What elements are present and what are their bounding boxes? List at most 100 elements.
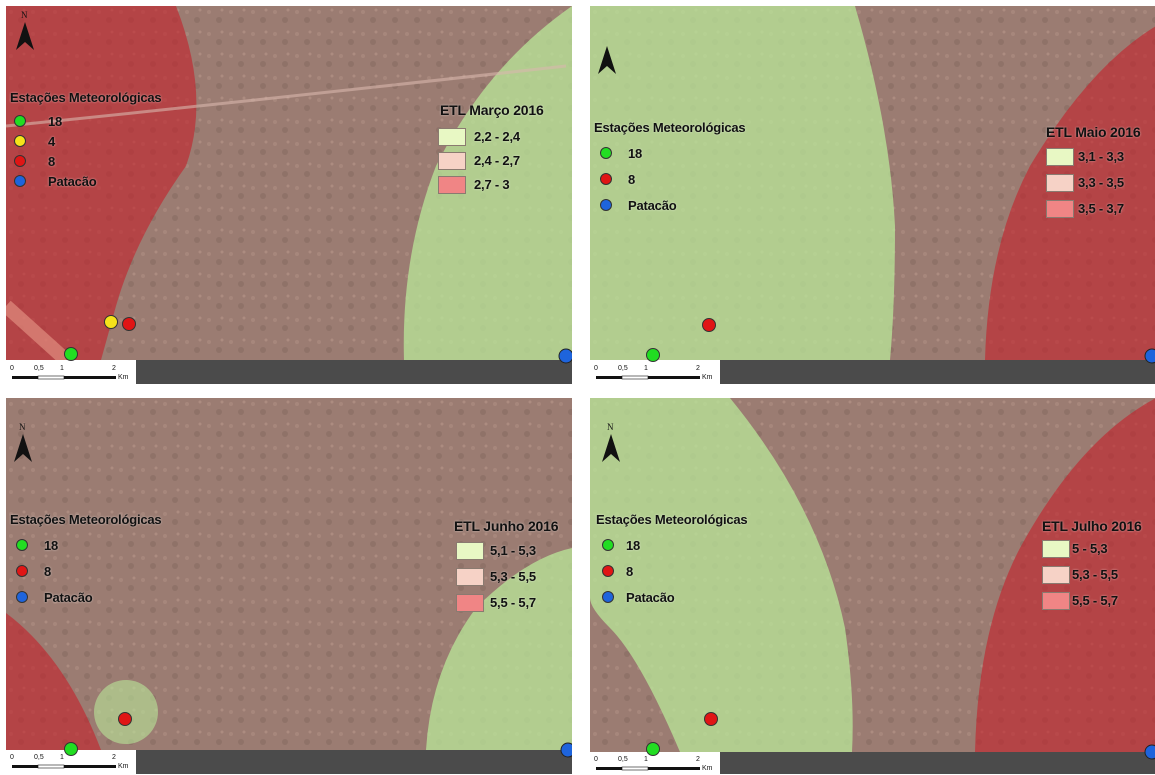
station-legend-label: 18 bbox=[626, 538, 641, 553]
stations-legend-title: Estações Meteorológicas bbox=[594, 120, 746, 135]
station-legend-label: Patacão bbox=[48, 174, 97, 189]
etl-legend-title: ETL Junho 2016 bbox=[454, 518, 559, 534]
station-legend-marker-icon bbox=[16, 591, 28, 603]
stations-legend-title: Estações Meteorológicas bbox=[596, 512, 748, 527]
station-legend-marker-icon bbox=[602, 591, 614, 603]
etl-legend-swatch bbox=[456, 594, 484, 612]
station-legend-label: 4 bbox=[48, 134, 56, 149]
north-arrow-icon bbox=[12, 432, 34, 469]
etl-legend-title: ETL Março 2016 bbox=[440, 102, 544, 118]
etl-legend-title: ETL Maio 2016 bbox=[1046, 124, 1141, 140]
etl-legend-swatch bbox=[1046, 200, 1074, 218]
etl-legend-label: 2,7 - 3 bbox=[474, 177, 510, 192]
map-panel-junho: N Estações Meteorológicas 18 8 Patacão ETL Ju… bbox=[6, 398, 572, 774]
scale-tick-label: 2 bbox=[696, 365, 700, 372]
etl-legend-swatch bbox=[1046, 148, 1074, 166]
station-legend-label: 8 bbox=[626, 564, 634, 579]
map-panel-marco: N Estações Meteorológicas 18 4 8 Patacão ETL M… bbox=[6, 6, 572, 384]
etl-legend-label: 5,3 - 5,5 bbox=[1072, 567, 1118, 582]
scale-tick-label: 1 bbox=[644, 756, 648, 763]
station-map-marker-icon bbox=[704, 712, 718, 726]
etl-legend-swatch bbox=[1042, 566, 1070, 584]
scale-tick-label: 0,5 bbox=[618, 756, 628, 763]
station-map-marker-icon bbox=[646, 742, 660, 756]
scale-unit-label: Km bbox=[118, 374, 129, 381]
station-legend-label: Patacão bbox=[44, 590, 93, 605]
station-patacao-marker bbox=[1144, 744, 1155, 760]
scale-tick-label: 0,5 bbox=[34, 365, 44, 372]
etl-legend-label: 5,5 - 5,7 bbox=[490, 595, 536, 610]
station-legend-marker-icon bbox=[602, 565, 614, 577]
station-legend-marker-icon bbox=[14, 115, 26, 127]
stations-legend-title: Estações Meteorológicas bbox=[10, 512, 162, 527]
station-legend-marker-icon bbox=[16, 539, 28, 551]
station-patacao-marker bbox=[558, 348, 572, 364]
etl-legend-label: 5,5 - 5,7 bbox=[1072, 593, 1118, 608]
scale-bar: 0 0,5 1 2 Km bbox=[594, 754, 718, 774]
etl-zone-red bbox=[6, 613, 101, 750]
north-label: N bbox=[19, 422, 26, 432]
etl-legend-swatch bbox=[1042, 540, 1070, 558]
station-legend-label: 8 bbox=[44, 564, 52, 579]
station-map-marker-icon bbox=[646, 348, 660, 362]
etl-zone-green bbox=[590, 398, 853, 752]
map-canvas bbox=[6, 398, 572, 774]
etl-legend-swatch bbox=[438, 128, 466, 146]
scale-unit-label: Km bbox=[118, 763, 129, 770]
station-map-marker-icon bbox=[64, 742, 78, 756]
etl-legend-title: ETL Julho 2016 bbox=[1042, 518, 1142, 534]
etl-zone-green bbox=[426, 548, 572, 750]
station-legend-marker-icon bbox=[600, 199, 612, 211]
scale-tick-label: 2 bbox=[112, 754, 116, 761]
station-map-marker-icon bbox=[104, 315, 118, 329]
etl-legend-label: 5 - 5,3 bbox=[1072, 541, 1108, 556]
scale-tick-label: 0 bbox=[594, 756, 598, 763]
etl-zone-green bbox=[590, 6, 895, 360]
station-legend-marker-icon bbox=[14, 135, 26, 147]
etl-legend-label: 2,2 - 2,4 bbox=[474, 129, 520, 144]
station-legend-marker-icon bbox=[600, 147, 612, 159]
station-legend-label: 8 bbox=[628, 172, 636, 187]
map-panel-julho: N Estações Meteorológicas 18 8 Patacão ETL Ju… bbox=[590, 398, 1155, 774]
station-patacao-marker bbox=[1144, 348, 1155, 364]
scale-tick-label: 2 bbox=[112, 365, 116, 372]
scale-tick-label: 0,5 bbox=[34, 754, 44, 761]
north-arrow-icon bbox=[596, 44, 618, 81]
station-map-marker-icon bbox=[702, 318, 716, 332]
etl-zone-red bbox=[6, 6, 197, 360]
scale-tick-label: 0,5 bbox=[618, 365, 628, 372]
map-canvas bbox=[590, 398, 1155, 774]
scale-unit-label: Km bbox=[702, 374, 713, 381]
etl-legend-label: 5,3 - 5,5 bbox=[490, 569, 536, 584]
etl-legend-swatch bbox=[1042, 592, 1070, 610]
etl-legend-label: 3,1 - 3,3 bbox=[1078, 149, 1124, 164]
station-legend-label: 18 bbox=[48, 114, 63, 129]
map-canvas bbox=[590, 6, 1155, 384]
station-legend-label: 18 bbox=[628, 146, 643, 161]
imagery-strip bbox=[590, 752, 1155, 774]
north-arrow-icon bbox=[600, 432, 622, 469]
etl-legend-swatch bbox=[456, 568, 484, 586]
etl-legend-swatch bbox=[438, 152, 466, 170]
station-legend-label: 18 bbox=[44, 538, 59, 553]
scale-bar: 0 0,5 1 2 Km bbox=[10, 752, 134, 774]
scale-unit-label: Km bbox=[702, 765, 713, 772]
etl-legend-swatch bbox=[456, 542, 484, 560]
scale-tick-label: 1 bbox=[644, 365, 648, 372]
etl-legend-label: 2,4 - 2,7 bbox=[474, 153, 520, 168]
station-legend-marker-icon bbox=[600, 173, 612, 185]
north-label: N bbox=[607, 422, 614, 432]
station-patacao-marker bbox=[560, 742, 572, 758]
scale-tick-label: 1 bbox=[60, 365, 64, 372]
station-legend-label: Patacão bbox=[626, 590, 675, 605]
etl-zone-green bbox=[403, 6, 572, 360]
etl-legend-label: 5,1 - 5,3 bbox=[490, 543, 536, 558]
etl-legend-swatch bbox=[1046, 174, 1074, 192]
station-map-marker-icon bbox=[118, 712, 132, 726]
map-panel-maio: Estações Meteorológicas 18 8 Patacão ETL Mai… bbox=[590, 6, 1155, 384]
north-label: N bbox=[21, 10, 28, 20]
scale-tick-label: 1 bbox=[60, 754, 64, 761]
stations-legend-title: Estações Meteorológicas bbox=[10, 90, 162, 105]
scale-tick-label: 0 bbox=[594, 365, 598, 372]
station-legend-marker-icon bbox=[14, 155, 26, 167]
